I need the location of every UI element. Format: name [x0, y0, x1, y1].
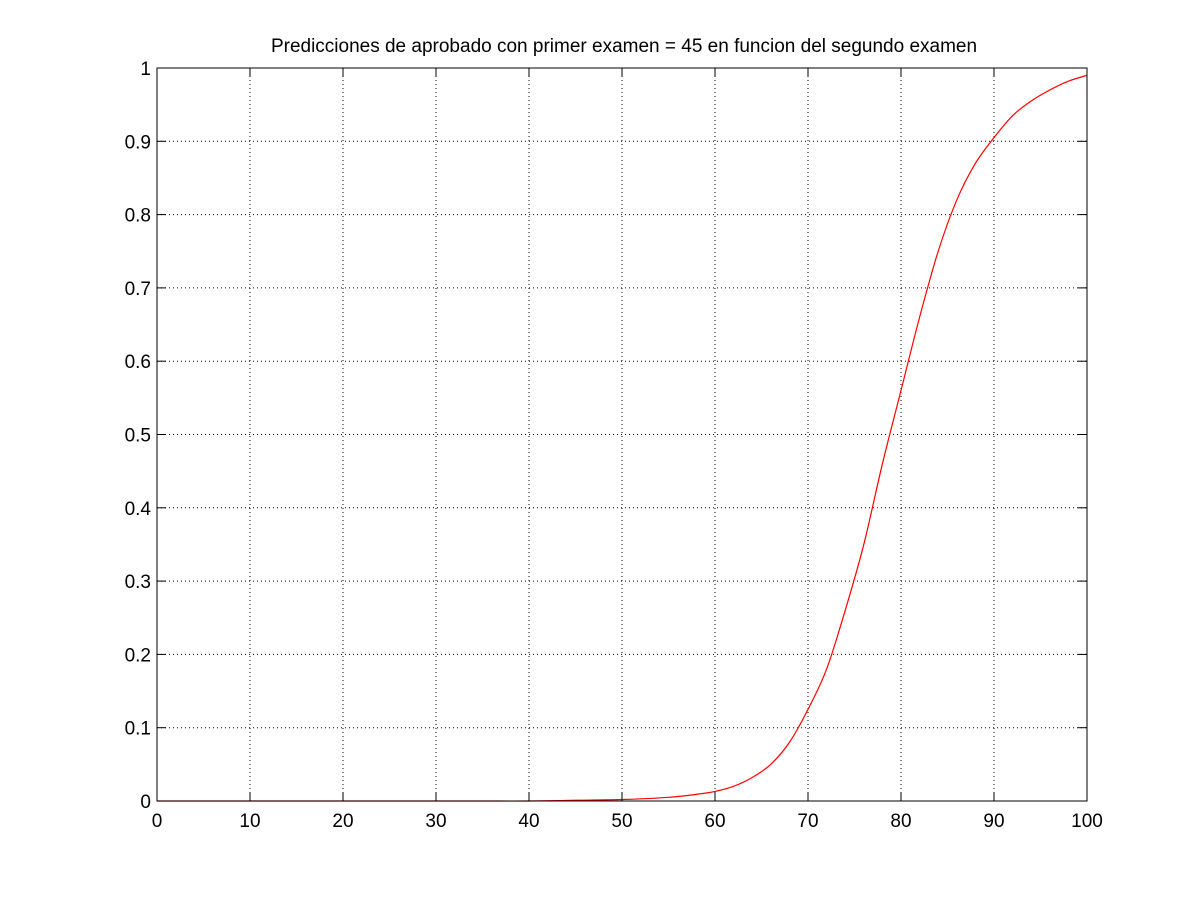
- y-tick-label: 0.4: [125, 499, 152, 520]
- x-tick-label: 20: [332, 811, 353, 832]
- x-tick-label: 40: [518, 811, 539, 832]
- y-tick-labels: 0 0.1 0.2 0.3 0.4 0.5 0.6 0.7 0.8 0.9 1: [125, 59, 152, 813]
- x-tick-label: 90: [983, 811, 1004, 832]
- chart-title: Predicciones de aprobado con primer exam…: [271, 36, 977, 57]
- y-tick-label: 0.9: [125, 132, 151, 153]
- y-tick-label: 0.6: [125, 352, 151, 373]
- tick-layer: [156, 67, 1088, 802]
- x-tick-label: 50: [611, 811, 632, 832]
- y-tick-label: 0.3: [125, 572, 151, 593]
- y-tick-label: 0.2: [125, 645, 151, 666]
- x-tick-label: 30: [425, 811, 446, 832]
- y-tick-label: 0.7: [125, 279, 151, 300]
- y-tick-label: 0.8: [125, 206, 151, 227]
- x-tick-label: 0: [152, 811, 163, 832]
- x-tick-label: 60: [704, 811, 725, 832]
- x-tick-label: 80: [890, 811, 911, 832]
- grid-layer: [157, 68, 1087, 801]
- y-tick-label: 0.1: [125, 719, 151, 740]
- x-tick-labels: 0 10 20 30 40 50 60 70 80 90 100: [152, 811, 1103, 832]
- x-tick-label: 100: [1071, 811, 1103, 832]
- y-tick-label: 0: [140, 792, 151, 813]
- y-tick-label: 0.5: [125, 426, 151, 447]
- x-tick-label: 10: [239, 811, 260, 832]
- y-tick-label: 1: [140, 59, 151, 80]
- x-tick-label: 70: [797, 811, 818, 832]
